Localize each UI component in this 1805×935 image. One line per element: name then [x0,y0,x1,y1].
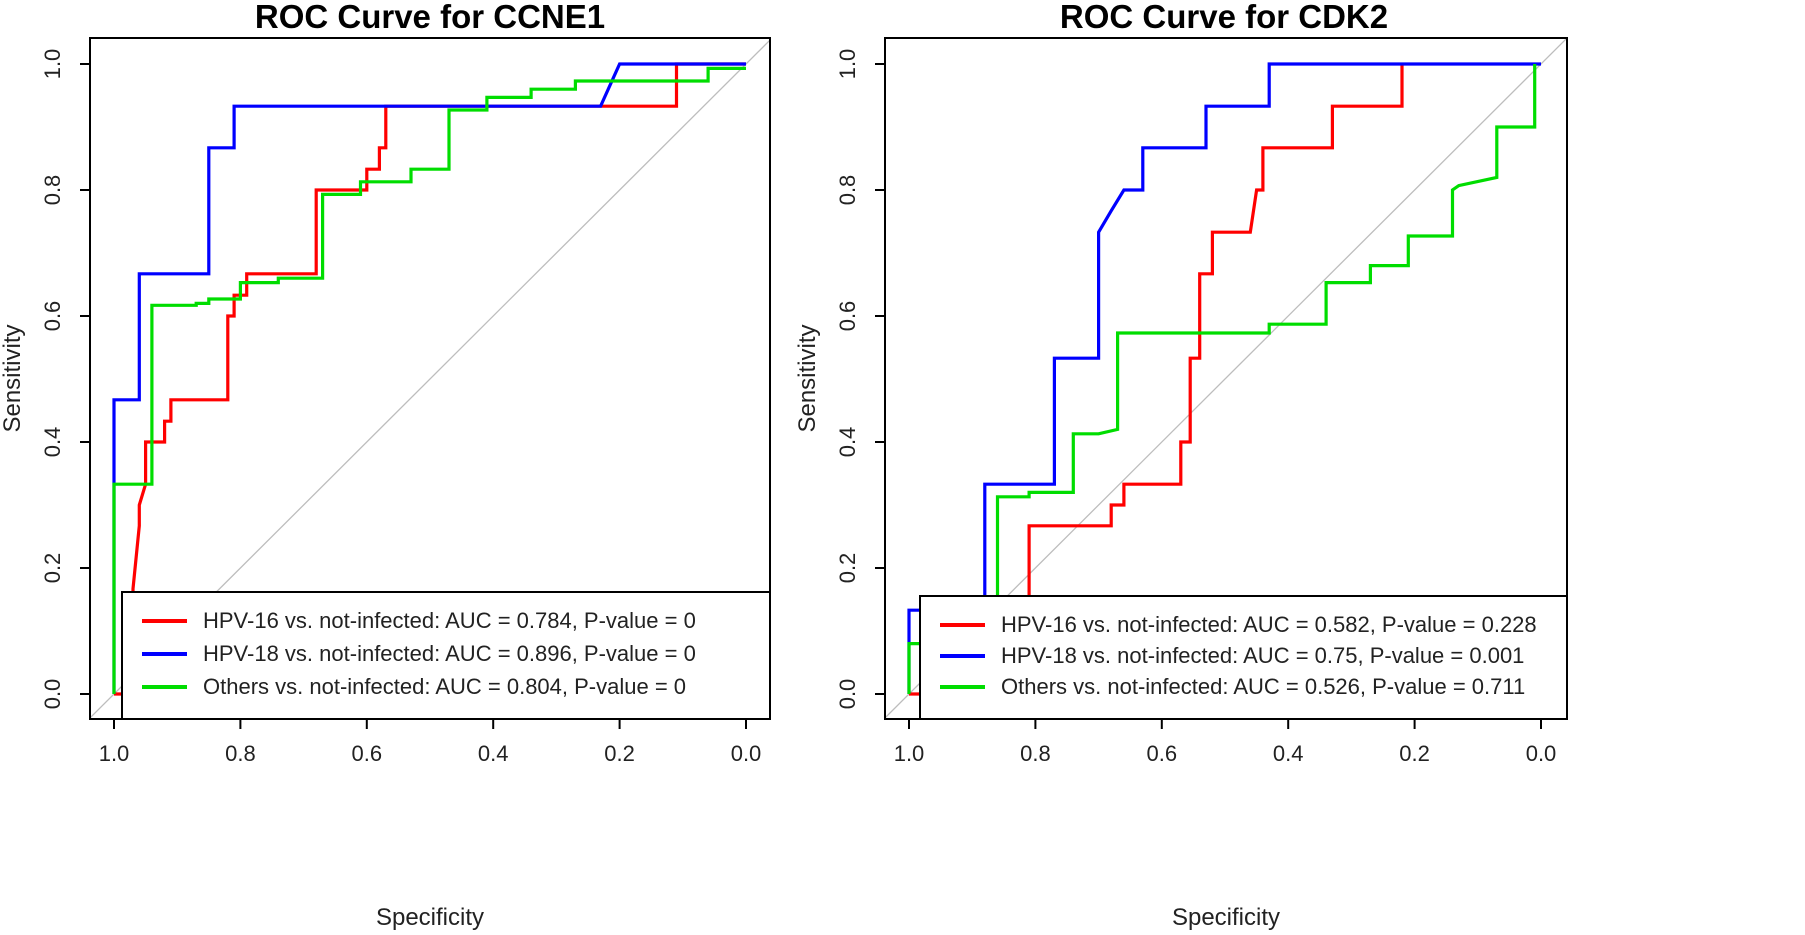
roc-curve-hpv16 [114,62,746,696]
x-tick-label: 0.4 [1273,741,1304,766]
y-tick-label: 0.6 [835,301,860,332]
x-tick-label: 0.0 [1526,741,1557,766]
legend: HPV-16 vs. not-infected: AUC = 0.582, P-… [919,595,1568,720]
y-tick-label: 0.8 [835,175,860,206]
x-axis: 1.0 0.8 0.6 0.4 0.2 0.0 [99,719,762,766]
y-tick-label: 0.2 [40,553,65,584]
legend-box [919,595,1568,720]
legend-label-hpv16: HPV-16 vs. not-infected: AUC = 0.784, P-… [203,608,696,633]
y-tick-label: 1.0 [835,49,860,80]
roc-panel-cdk2: ROC Curve for CDK2 1.0 0.8 0.6 0.4 0.2 0.0 0.… [794,0,1568,931]
y-tick-label: 0.8 [40,175,65,206]
legend-label-hpv18: HPV-18 vs. not-infected: AUC = 0.75, P-v… [1001,643,1524,668]
legend-label-others: Others vs. not-infected: AUC = 0.526, P-… [1001,674,1525,699]
legend-box [121,591,771,720]
chart-title: ROC Curve for CCNE1 [255,0,605,35]
x-axis-label: Specificity [376,904,484,931]
y-tick-label: 1.0 [40,49,65,80]
x-tick-label: 0.6 [352,741,383,766]
x-axis-label: Specificity [1172,904,1280,931]
y-axis-label: Sensitivity [0,324,26,432]
roc-panel-ccne1: ROC Curve for CCNE1 1.0 0.8 0.6 0.4 0.2 0.0 0… [0,0,771,931]
y-axis: 0.0 0.2 0.4 0.6 0.8 1.0 [835,49,885,710]
y-tick-label: 0.6 [40,301,65,332]
legend-label-hpv16: HPV-16 vs. not-infected: AUC = 0.582, P-… [1001,612,1537,637]
roc-curve-hpv18 [112,62,746,694]
roc-curve-hpv16 [909,64,1404,696]
x-tick-label: 0.6 [1147,741,1178,766]
legend: HPV-16 vs. not-infected: AUC = 0.784, P-… [121,591,771,720]
x-tick-label: 1.0 [99,741,130,766]
roc-curve-others [112,66,746,694]
x-tick-label: 1.0 [894,741,925,766]
x-axis: 1.0 0.8 0.6 0.4 0.2 0.0 [894,719,1557,766]
roc-curve-others [907,64,1537,694]
x-tick-label: 0.8 [1020,741,1051,766]
legend-label-others: Others vs. not-infected: AUC = 0.804, P-… [203,674,686,699]
chart-title: ROC Curve for CDK2 [1060,0,1388,35]
y-axis: 0.0 0.2 0.4 0.6 0.8 1.0 [40,49,90,710]
y-tick-label: 0.4 [40,427,65,458]
roc-curve-hpv18 [907,62,1541,694]
y-axis-label: Sensitivity [794,324,821,432]
y-tick-label: 0.0 [40,679,65,710]
y-tick-label: 0.2 [835,553,860,584]
plot-area [89,39,771,719]
y-tick-label: 0.4 [835,427,860,458]
x-tick-label: 0.8 [225,741,256,766]
y-tick-label: 0.0 [835,679,860,710]
x-tick-label: 0.4 [478,741,509,766]
legend-label-hpv18: HPV-18 vs. not-infected: AUC = 0.896, P-… [203,641,696,666]
x-tick-label: 0.2 [604,741,635,766]
x-tick-label: 0.2 [1399,741,1430,766]
x-tick-label: 0.0 [731,741,762,766]
